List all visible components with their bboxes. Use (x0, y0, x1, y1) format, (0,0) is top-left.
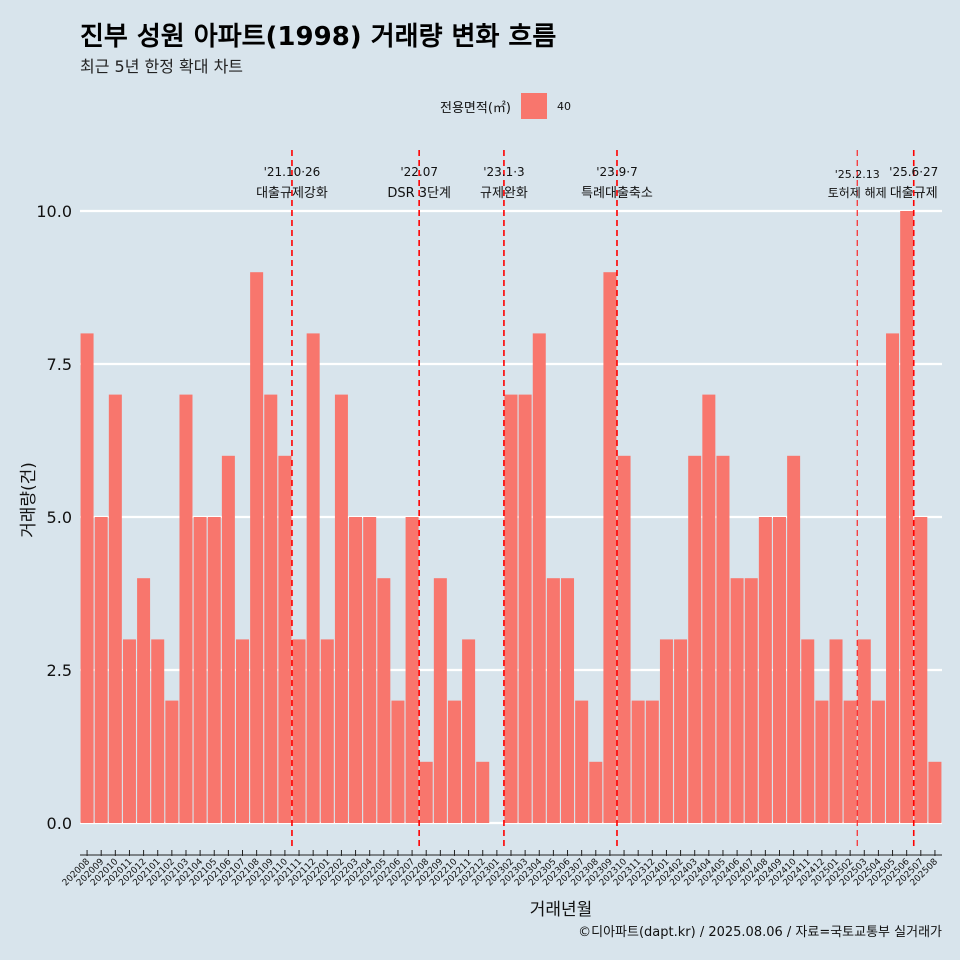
caption: ©디아파트(dapt.kr) / 2025.08.06 / 자료=국토교통부 실… (578, 925, 942, 940)
legend-swatch (520, 93, 547, 119)
bar (801, 639, 815, 823)
bar (363, 517, 377, 823)
bar (419, 761, 433, 823)
bar (772, 517, 786, 823)
bar (716, 455, 730, 823)
event-date-label: '25.2.13 (835, 168, 880, 181)
y-tick-label: 2.5 (47, 661, 72, 680)
bar (165, 700, 179, 823)
event-date-label: '25.6·27 (889, 165, 938, 179)
bar (645, 700, 659, 823)
event-label: DSR 3단계 (387, 186, 451, 201)
bar (264, 394, 278, 823)
bar (405, 517, 419, 823)
event-date-label: '22.07 (400, 165, 438, 179)
bar (914, 517, 928, 823)
bar (108, 394, 122, 823)
bar (815, 700, 829, 823)
bar (433, 578, 447, 823)
bar (334, 394, 348, 823)
bar (871, 700, 885, 823)
legend-title: 전용면적(㎡) (440, 100, 511, 116)
bar (278, 455, 292, 823)
event-label: 대출규제강화 (256, 186, 328, 201)
bar (744, 578, 758, 823)
chart-title: 진부 성원 아파트(1998) 거래량 변화 흐름 (80, 22, 557, 52)
y-axis-title: 거래량(건) (19, 462, 39, 538)
x-axis-title: 거래년월 (530, 900, 593, 920)
bar (320, 639, 334, 823)
bar (589, 761, 603, 823)
bar (193, 517, 207, 823)
bar (462, 639, 476, 823)
bar (518, 394, 532, 823)
bar (207, 517, 221, 823)
bar (575, 700, 589, 823)
event-date-label: '23.1·3 (483, 165, 524, 179)
legend-item-label: 40 (556, 99, 571, 113)
bar (476, 761, 490, 823)
bar (561, 578, 575, 823)
bar (221, 455, 235, 823)
event-date-label: '23.9·7 (596, 165, 637, 179)
bar (377, 578, 391, 823)
y-tick-label: 7.5 (47, 355, 72, 374)
bar (674, 639, 688, 823)
bar (928, 761, 942, 823)
bar (631, 700, 645, 823)
bar (151, 639, 165, 823)
bar (122, 639, 136, 823)
bar (702, 394, 716, 823)
bar (94, 517, 108, 823)
bar (349, 517, 363, 823)
bar (137, 578, 151, 823)
bar (391, 700, 405, 823)
event-label: 토허제 해제 (828, 186, 887, 200)
bar (787, 455, 801, 823)
bar (179, 394, 193, 823)
event-label: 대출규제 (890, 186, 938, 201)
bar (603, 272, 617, 823)
chart-subtitle: 최근 5년 한정 확대 차트 (80, 57, 244, 76)
bar (447, 700, 461, 823)
y-tick-label: 10.0 (36, 202, 72, 221)
bar (250, 272, 264, 823)
event-date-label: '21.10·26 (264, 165, 321, 179)
bar (758, 517, 772, 823)
bar (617, 455, 631, 823)
bar (236, 639, 250, 823)
bar (688, 455, 702, 823)
event-label: 특례대출축소 (581, 186, 653, 201)
legend: 전용면적(㎡) 40 (440, 93, 571, 119)
bar (80, 333, 94, 823)
y-tick-label: 5.0 (47, 508, 72, 527)
bar (504, 394, 518, 823)
bar (546, 578, 560, 823)
bar (306, 333, 320, 823)
bar (532, 333, 546, 823)
bar (659, 639, 673, 823)
bar (292, 639, 306, 823)
bar (730, 578, 744, 823)
event-label: 규제완화 (480, 186, 528, 201)
bar (843, 700, 857, 823)
bar (829, 639, 843, 823)
y-tick-label: 0.0 (47, 814, 72, 833)
bar (857, 639, 871, 823)
bar (900, 211, 914, 823)
bar (886, 333, 900, 823)
